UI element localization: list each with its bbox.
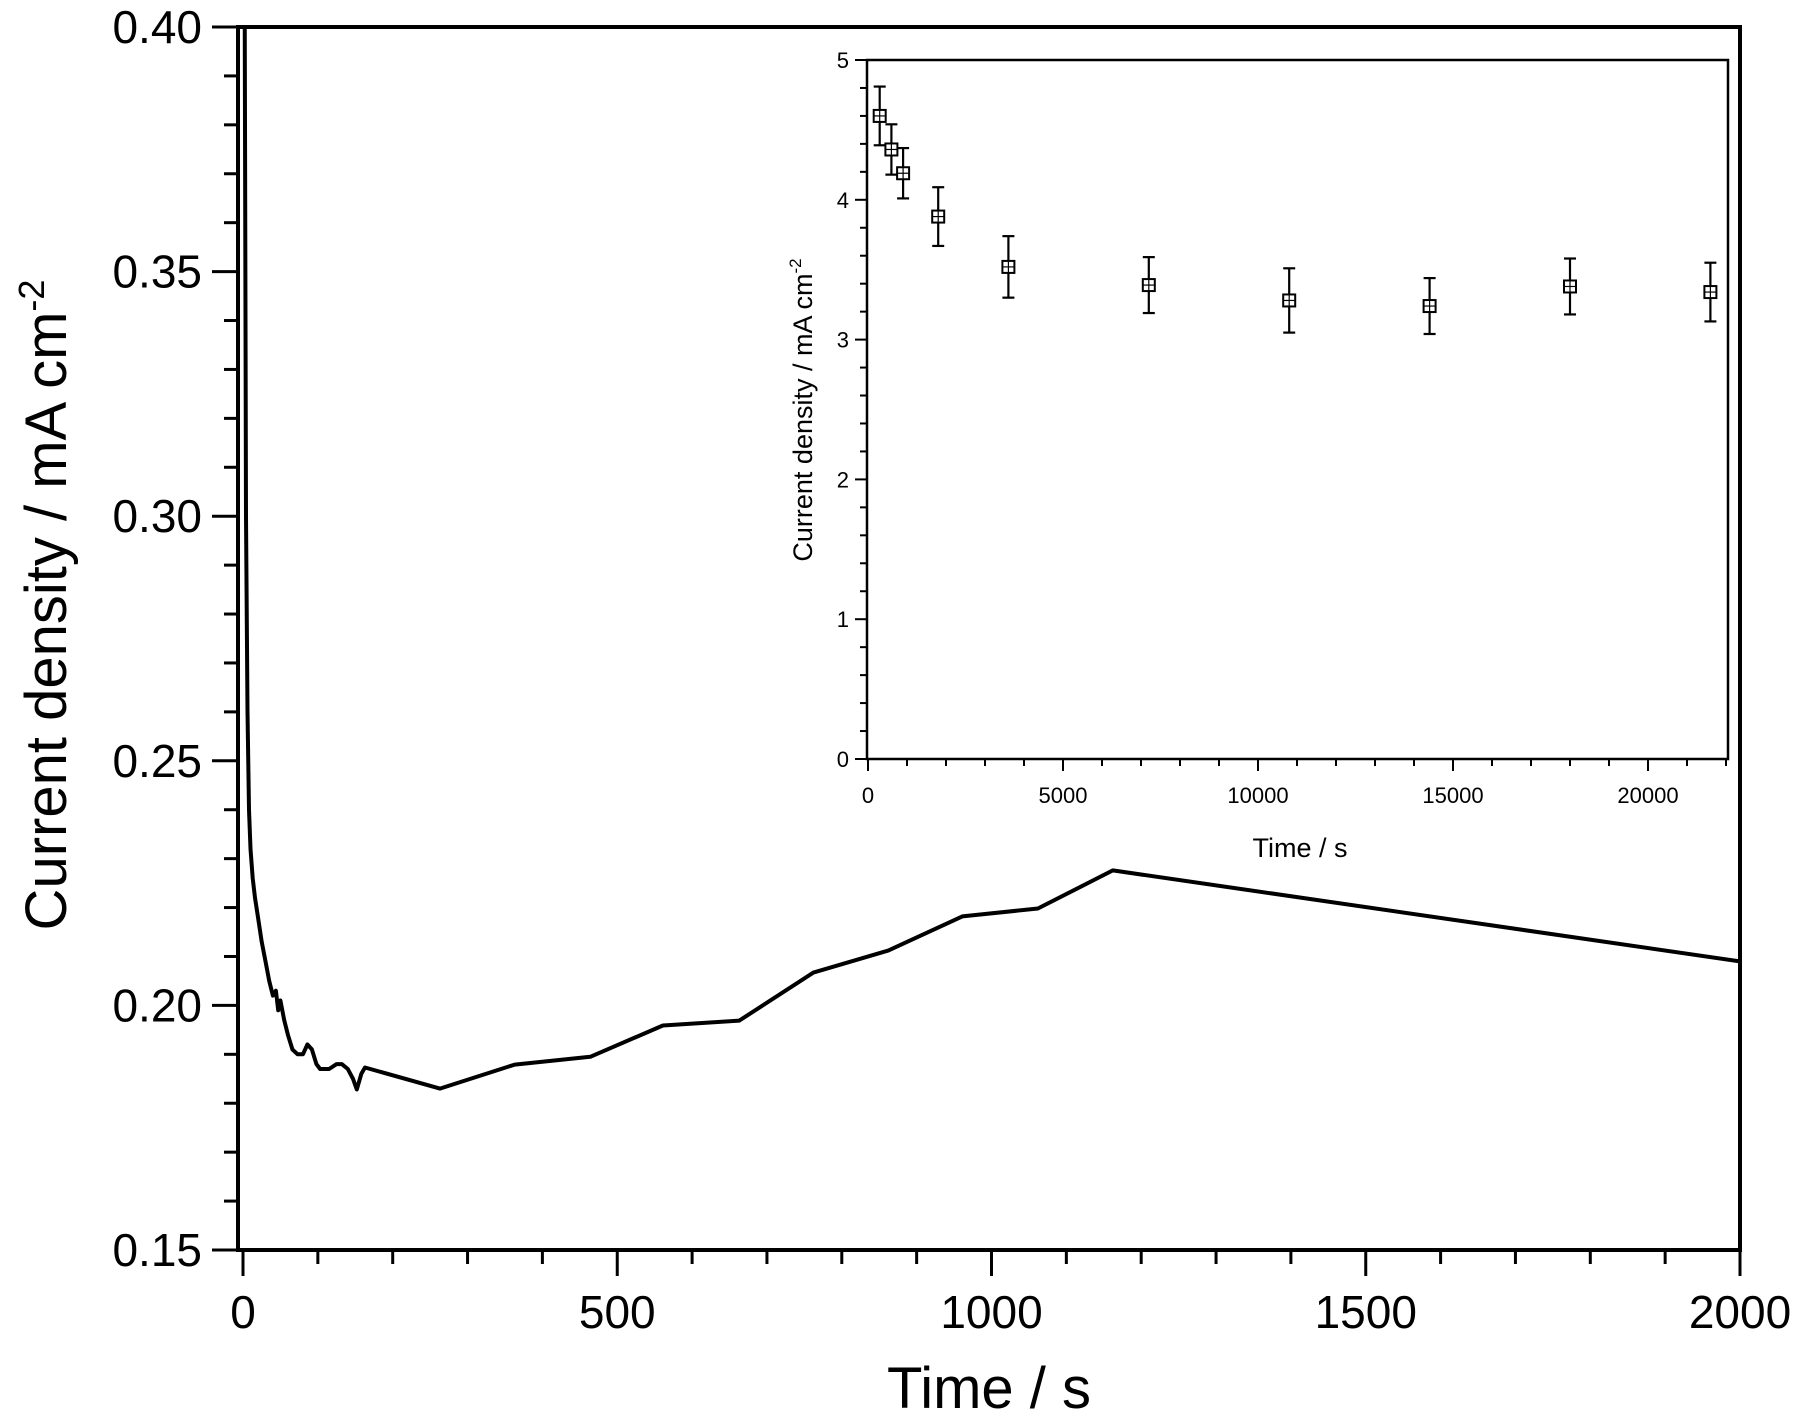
y-tick-label: 0.40 [112,1,202,53]
main-y-axis-title: Current density / mA cm-2 [11,280,79,931]
inset-data-point [1563,257,1577,316]
inset-y-axis-title-text: Current density / mA cm [788,274,818,562]
x-tick-label: 2000 [1689,1286,1791,1338]
x-tick-label: 1000 [940,1286,1042,1338]
inset-x-tick-label: 20000 [1617,783,1678,808]
main-axis-ticks [212,25,1742,1276]
inset-y-tick-label: 4 [837,188,849,213]
x-tick-label: 0 [230,1286,256,1338]
inset-data-point [896,146,911,200]
main-plot: 0 500 1000 1500 20000.150.200.250.300.350.40… [11,1,1791,1421]
inset-y-axis-title: Current density / mA cm-2 [786,258,818,561]
inset-y-tick-label: 5 [837,48,849,73]
y-tick-label: 0.30 [112,490,202,542]
main-y-axis-title-text: Current density / mA cm [14,312,79,931]
main-current-density-line [242,27,1740,1092]
inset-plot-background [867,60,1728,759]
inset-plot: 0 5000 10000 15000 20000 0 1 2 3 4 5 Time / s Curr… [786,48,1730,863]
inset-axis-tick-labels: 0 5000 10000 15000 20000 0 1 2 3 4 5 [837,48,1679,808]
inset-data-point [1422,276,1437,336]
main-y-axis-title-superscript: -2 [11,280,52,312]
y-tick-label: 0.25 [112,735,202,787]
x-tick-label: 1500 [1315,1286,1417,1338]
y-tick-label: 0.35 [112,246,202,298]
inset-data-points [872,85,1718,336]
inset-data-point [872,85,887,147]
inset-x-tick-label: 10000 [1227,783,1288,808]
inset-x-tick-label: 0 [862,783,874,808]
inset-data-point [884,123,899,176]
inset-y-tick-label: 1 [837,607,849,632]
inset-y-tick-label: 2 [837,467,849,492]
y-tick-label: 0.15 [112,1224,202,1276]
inset-x-tick-label: 15000 [1422,783,1483,808]
x-tick-label: 500 [579,1286,656,1338]
inset-y-axis-title-superscript: -2 [786,258,805,273]
y-tick-label: 0.20 [112,979,202,1031]
inset-data-point [1703,261,1718,323]
inset-x-axis-title: Time / s [1252,833,1347,863]
inset-y-tick-label: 3 [837,328,849,353]
inset-axis-ticks [855,59,1727,771]
inset-x-tick-label: 5000 [1039,783,1088,808]
main-plot-frame [236,25,1742,1252]
inset-data-point [1141,256,1156,315]
inset-data-point [931,186,946,248]
main-x-axis-title: Time / s [887,1356,1091,1421]
inset-data-point [1282,267,1297,334]
inset-data-point [1001,235,1016,299]
inset-y-tick-label: 0 [837,747,849,772]
main-axis-tick-labels: 0 500 1000 1500 20000.150.200.250.300.350.40 [112,1,1791,1338]
